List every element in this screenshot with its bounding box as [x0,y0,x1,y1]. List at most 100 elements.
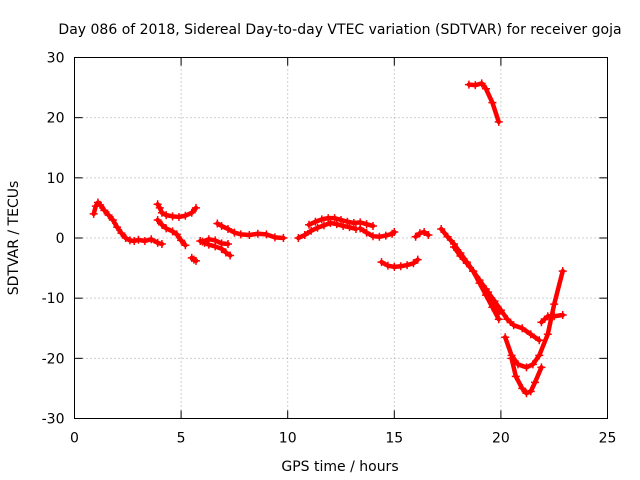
data-point [211,236,220,245]
series-arc-11 [377,255,422,271]
data-point [503,315,512,324]
x-tick-label: 15 [385,431,403,447]
data-point [522,363,531,372]
data-point [181,241,190,250]
data-point [537,363,546,372]
y-tick-label: 20 [47,111,65,127]
data-point [383,261,392,270]
data-point [140,237,149,246]
data-point [245,230,254,239]
x-tick-label: 10 [279,431,297,447]
data-point [490,297,499,306]
series-arc-3 [153,215,190,250]
data-trace [215,221,286,241]
data-point [390,227,399,236]
series-arc-2 [153,200,201,221]
data-point [305,220,314,229]
data-point [471,81,480,90]
y-tick-label: 30 [47,51,65,67]
y-tick-label: 0 [56,231,65,247]
data-point [481,84,490,93]
data-point [377,258,386,267]
data-point [121,234,130,242]
data-point [396,262,405,271]
data-point [488,98,497,107]
data-point [198,237,207,246]
x-tick-label: 25 [599,431,617,447]
y-axis-label: SDTVAR / TECUs [6,181,22,296]
data-point [108,215,117,224]
data-point [236,230,245,239]
series-arc-15 [464,79,503,126]
data-point [415,229,424,238]
data-point [130,237,139,246]
series-arc-9 [305,214,377,230]
grid-lines [74,57,608,419]
data-point [204,235,213,244]
data-point [537,318,546,327]
data-point [192,256,201,265]
data-point [100,206,109,215]
data-point [113,223,122,232]
data-point [134,235,143,244]
data-point [253,229,262,238]
data-point [424,230,433,239]
data-point [381,231,390,240]
data-point [332,220,341,229]
data-point [162,211,171,220]
data-point [181,211,190,220]
x-tick-label: 20 [492,431,510,447]
data-point [511,372,520,381]
data-point [104,211,113,220]
data-point [226,251,235,260]
data-point [157,220,166,229]
data-point [437,224,446,233]
data-trace [438,226,502,322]
axis-tick-labels: 0 5 10 15 20 25 -30 -20 -10 0 10 20 30 [42,51,617,447]
data-point [307,226,316,235]
chart-title: Day 086 of 2018, Sidereal Day-to-day VTE… [58,22,621,38]
data-point [535,336,544,345]
data-point [155,203,164,212]
data-point [543,330,552,339]
series-arc-18 [507,354,546,398]
data-point [345,223,354,232]
x-axis-label: GPS time / hours [281,459,398,475]
data-point [456,252,465,261]
data-point [217,221,226,230]
data-point [153,238,162,247]
data-point [262,230,271,239]
data-point [477,79,486,88]
data-point [558,311,567,320]
data-point [89,209,98,218]
data-point [484,288,493,297]
series-arc-1 [89,198,166,249]
data-point [168,227,177,236]
data-point [174,212,183,221]
data-point [337,215,345,224]
y-tick-label: -10 [42,291,65,307]
data-point [96,200,105,209]
data-point [413,255,422,264]
data-point [494,117,503,126]
series-arc-6 [198,235,233,249]
data-point [157,240,166,249]
x-tick-label: 0 [70,431,79,447]
data-point [443,232,452,241]
data-point [270,233,279,242]
plot-frame [74,57,608,419]
data-point [496,306,505,315]
data-point [343,217,352,226]
data-point [403,261,412,270]
data-point [526,330,535,339]
y-tick-label: -20 [42,351,65,367]
data-series [89,79,567,398]
data-point [368,221,377,230]
series-arc-10 [356,224,399,241]
data-point [339,221,348,230]
data-point [522,389,531,398]
data-point [317,215,326,224]
data-point [550,312,559,321]
data-point [411,232,420,241]
data-point [311,217,320,226]
